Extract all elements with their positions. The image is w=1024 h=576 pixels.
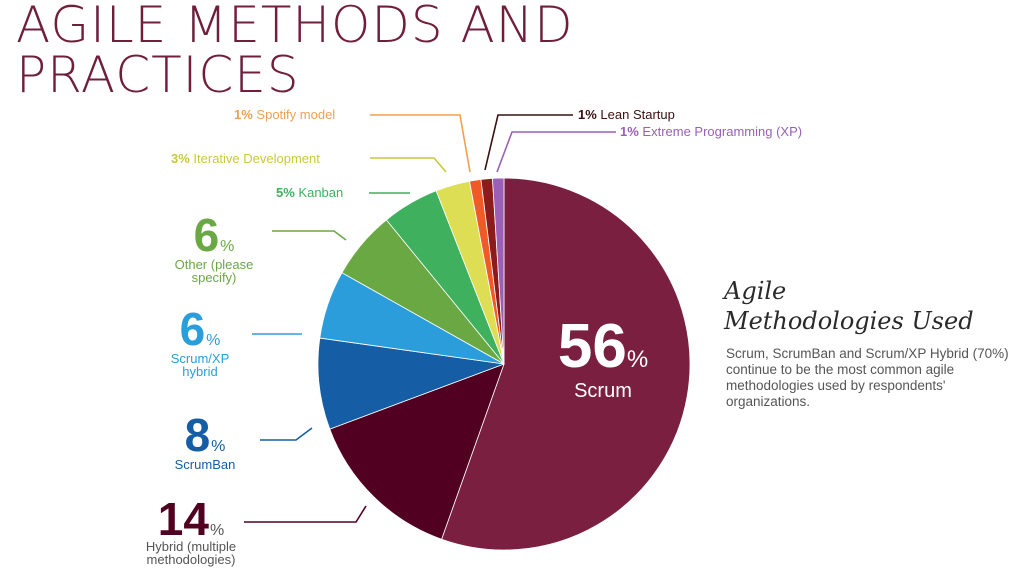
label-scrum-name: Scrum — [574, 380, 632, 402]
pie-slices — [317, 177, 691, 551]
label-scrum: 56% Scrum — [538, 316, 668, 403]
leader-line-scrumban — [260, 427, 313, 441]
label-other-value: 6 — [193, 209, 220, 261]
leader-lines — [244, 114, 616, 523]
label-spotify-name: Spotify model — [256, 107, 336, 122]
label-scrumxp: 6% Scrum/XP hybrid — [150, 306, 250, 378]
label-iterative-value: 3% — [171, 151, 190, 166]
leader-line-spotify — [370, 114, 471, 173]
leader-line-hybrid — [244, 505, 367, 523]
label-scrum-unit: % — [626, 346, 649, 373]
label-scrumxp-value: 6 — [179, 303, 206, 355]
label-scrumxp-name: Scrum/XP hybrid — [170, 351, 230, 379]
label-xp: 1% Extreme Programming (XP) — [620, 124, 802, 140]
pie-slice-extreme-programming-xp — [492, 177, 505, 365]
label-lean: 1% Lean Startup — [578, 107, 675, 123]
leader-line-other — [272, 230, 347, 241]
page-title-line-2: PRACTICES — [16, 46, 300, 104]
side-description: Scrum, ScrumBan and Scrum/XP Hybrid (70%… — [726, 346, 1009, 409]
pie-slice-scrumban — [317, 337, 505, 430]
side-heading-line-1: Agile — [724, 277, 787, 305]
page-title: AGILE METHODS AND PRACTICES — [16, 0, 574, 100]
label-scrumban: 8% ScrumBan — [155, 412, 255, 471]
label-iterative: 3% Iterative Development — [171, 151, 320, 167]
label-scrumxp-unit: % — [206, 332, 221, 349]
label-hybrid-unit: % — [209, 522, 225, 539]
pie-slice-hybrid-multiple-methodologies — [329, 363, 505, 540]
label-scrum-value: 56 — [557, 312, 627, 381]
side-heading-line-2: Methodologies Used — [724, 307, 974, 335]
label-kanban: 5% Kanban — [276, 185, 343, 201]
label-spotify: 1% Spotify model — [234, 107, 335, 123]
leader-line-xp — [496, 131, 616, 173]
page-title-line-1: AGILE METHODS AND — [16, 0, 574, 54]
leader-line-lean — [484, 114, 573, 171]
label-other-name: Other (please specify) — [174, 257, 254, 285]
label-kanban-value: 5% — [276, 185, 295, 200]
label-kanban-name: Kanban — [298, 185, 344, 200]
label-hybrid: 14% Hybrid (multiple methodologies) — [116, 496, 266, 566]
pie-slice-scrum — [441, 177, 691, 551]
label-other: 6% Other (please specify) — [152, 212, 276, 284]
label-hybrid-value: 14 — [157, 493, 209, 545]
label-xp-value: 1% — [620, 124, 639, 139]
label-hybrid-name: Hybrid (multiple methodologies) — [145, 539, 237, 567]
label-other-unit: % — [220, 238, 235, 255]
label-scrumban-name: ScrumBan — [174, 457, 236, 472]
label-spotify-value: 1% — [234, 107, 253, 122]
label-iterative-name: Iterative Development — [193, 151, 320, 166]
label-scrumban-value: 8 — [184, 409, 211, 461]
label-xp-name: Extreme Programming (XP) — [642, 124, 803, 139]
label-scrumban-unit: % — [211, 438, 226, 455]
label-lean-value: 1% — [578, 107, 597, 122]
side-heading: Agile Methodologies Used — [724, 276, 974, 336]
label-lean-name: Lean Startup — [600, 107, 675, 122]
leader-line-iterative — [370, 157, 447, 173]
